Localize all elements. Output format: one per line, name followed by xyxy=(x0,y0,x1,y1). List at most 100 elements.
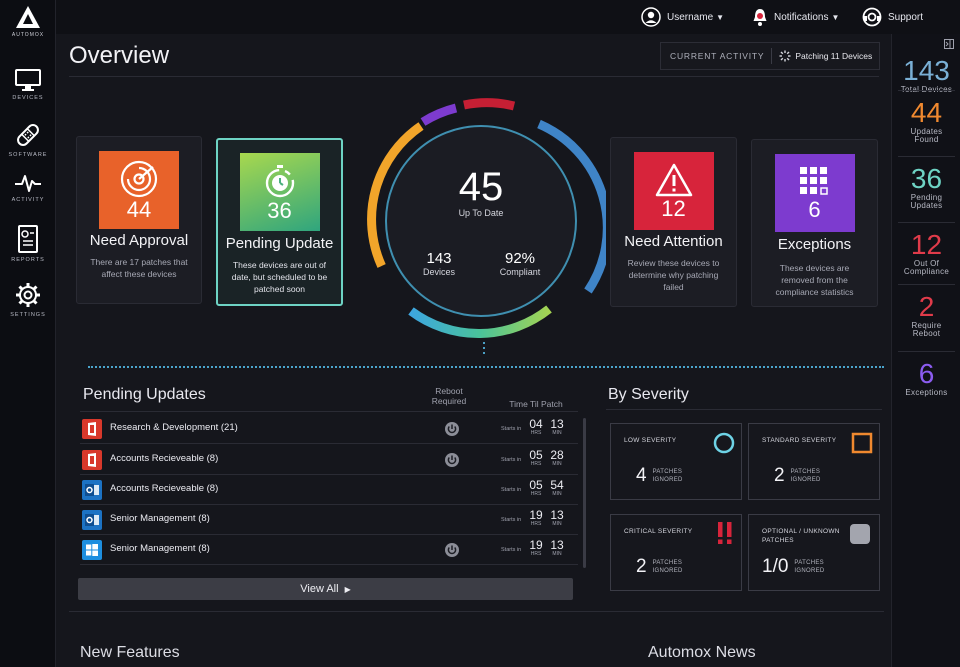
report-icon xyxy=(18,225,38,253)
bell-icon xyxy=(753,9,767,26)
severity-count: 2 xyxy=(774,465,785,486)
pending-update-row[interactable]: Research & Development (21) Starts in 04 HR… xyxy=(80,414,578,444)
nav-activity[interactable]: ACTIVITY xyxy=(0,172,56,203)
hours-value: 19 xyxy=(529,538,543,552)
pending-update-card[interactable]: 36 Pending Update These devices are out … xyxy=(216,138,343,306)
need-approval-card[interactable]: 44 Need Approval There are 17 patches th… xyxy=(76,136,202,304)
severity-header-divider xyxy=(606,409,882,410)
current-activity-label: CURRENT ACTIVITY xyxy=(670,51,765,61)
current-activity-box[interactable]: CURRENT ACTIVITY Patching 11 Devices xyxy=(660,42,880,70)
hours-value: 05 xyxy=(529,448,543,462)
reboot-required-header: Reboot Required xyxy=(431,386,467,406)
compliant-label: Compliant xyxy=(499,267,541,277)
bottom-divider xyxy=(69,611,884,612)
rail-stat[interactable]: 2 Require Reboot xyxy=(892,292,960,338)
minutes-unit: MIN xyxy=(552,521,562,527)
starts-in-label: Starts in xyxy=(501,517,522,523)
radar-icon xyxy=(120,160,158,198)
rail-stat-value: 12 xyxy=(910,229,943,260)
pending-update-count: 36 xyxy=(267,198,292,223)
need-attention-count: 12 xyxy=(661,196,686,221)
severity-sub-ignored: IGNORED xyxy=(652,476,683,483)
pending-scrollbar[interactable] xyxy=(583,418,586,568)
ring-segment-green[interactable] xyxy=(408,305,552,338)
pending-update-row[interactable]: Accounts Recieveable (8) Starts in 05 HRS 28… xyxy=(80,445,578,475)
devices-block: 143 Devices xyxy=(413,250,465,277)
current-activity-value: Patching 11 Devices xyxy=(795,51,873,61)
pending-update-tile: 36 xyxy=(239,153,320,231)
severity-subtext: PATCHES IGNORED xyxy=(791,468,821,484)
exceptions-card[interactable]: 6 Exceptions These devices are removed f… xyxy=(751,139,878,307)
pending-update-row[interactable]: Accounts Recieveable (8) Starts in 05 HRS 54… xyxy=(80,475,578,505)
notifications-menu[interactable]: Notifications ▼ xyxy=(752,7,839,27)
minutes-unit: MIN xyxy=(552,551,562,557)
ring-segment-orange[interactable] xyxy=(367,122,424,268)
logo-triangle-icon xyxy=(15,4,41,30)
ring-segment-red[interactable] xyxy=(463,98,516,111)
nav-settings[interactable]: SETTINGS xyxy=(0,281,56,318)
gear-icon xyxy=(16,283,40,307)
minutes-block: 54 MIN xyxy=(546,479,568,497)
section-dotted-divider xyxy=(88,366,884,368)
view-all-label: View All xyxy=(300,583,339,595)
need-attention-card[interactable]: 12 Need Attention Review these devices t… xyxy=(610,137,737,307)
severity-card[interactable]: STANDARD SEVERITY 2 PATCHES IGNORED xyxy=(748,423,880,500)
support-link[interactable]: Support xyxy=(862,7,923,27)
severity-card[interactable]: OPTIONAL / UNKNOWN PATCHES 1/0 PATCHES IGNO… xyxy=(748,514,880,591)
support-headset-icon xyxy=(862,7,882,27)
nav-software[interactable]: SOFTWARE xyxy=(0,121,56,158)
severity-sub-ignored: IGNORED xyxy=(794,567,825,574)
rail-stat-value: 6 xyxy=(918,358,935,389)
office-app-icon xyxy=(82,450,102,470)
need-approval-tile: 44 xyxy=(99,151,179,229)
severity-value-block: 1/0 PATCHES IGNORED xyxy=(762,557,825,576)
hours-block: 05 HRS xyxy=(525,479,547,497)
hours-value: 04 xyxy=(529,417,543,431)
severity-value-block: 4 PATCHES IGNORED xyxy=(636,466,683,485)
up-to-date-count: 45 xyxy=(458,165,504,209)
pending-row-name: Accounts Recieveable (8) xyxy=(110,483,219,494)
rail-stat[interactable]: 36 Pending Updates xyxy=(892,164,960,210)
user-menu[interactable]: Username ▼ xyxy=(641,7,724,27)
automox-logo[interactable]: AUTOMOX xyxy=(6,4,50,48)
chevron-down-icon: ▼ xyxy=(716,12,725,22)
nav-reports[interactable]: REPORTS xyxy=(0,224,56,263)
severity-card[interactable]: LOW SEVERITY 4 PATCHES IGNORED xyxy=(610,423,742,500)
outlook-app-icon xyxy=(82,510,102,530)
username-label: Username xyxy=(667,11,714,23)
rail-divider xyxy=(898,284,955,285)
rail-divider xyxy=(898,351,955,352)
severity-count: 4 xyxy=(636,465,647,486)
pending-update-row[interactable]: Senior Management (8) Starts in 19 HRS 13 MIN xyxy=(80,505,578,535)
rail-stat[interactable]: 44 Updates Found xyxy=(892,98,960,144)
severity-label: CRITICAL SEVERITY xyxy=(624,528,693,535)
minutes-block: 13 MIN xyxy=(546,509,568,527)
pending-update-row[interactable]: Senior Management (8) Starts in 19 HRS 13 MIN xyxy=(80,535,578,565)
need-attention-tile: 12 xyxy=(633,152,714,230)
need-approval-desc: There are 17 patches that affect these d… xyxy=(90,257,188,279)
severity-subtext: PATCHES IGNORED xyxy=(794,559,824,575)
rail-stat[interactable]: 143Total Devices xyxy=(892,56,960,94)
rail-stat[interactable]: 12 Out Of Compliance xyxy=(892,230,960,276)
square-icon xyxy=(851,432,873,459)
pending-updates-title: Pending Updates xyxy=(83,386,206,403)
ring-segment-blue[interactable] xyxy=(537,119,606,294)
hours-value: 19 xyxy=(529,508,543,522)
collapse-panel-icon[interactable] xyxy=(944,39,954,49)
hours-value: 05 xyxy=(529,478,543,492)
rounded-square-icon xyxy=(849,523,871,550)
rail-stat-value: 44 xyxy=(910,97,943,128)
exceptions-title: Exceptions xyxy=(777,236,852,253)
pending-header-divider xyxy=(80,411,578,412)
rail-stat[interactable]: 6 Exceptions xyxy=(892,359,960,397)
severity-card[interactable]: CRITICAL SEVERITY 2 PATCHES IGNORED xyxy=(610,514,742,591)
view-all-button[interactable]: View All ▶ xyxy=(78,578,573,600)
hours-unit: HRS xyxy=(530,551,542,557)
double-exclamation-icon xyxy=(714,521,736,550)
user-avatar-icon xyxy=(641,7,661,27)
ring-segment-purple[interactable] xyxy=(420,103,458,126)
hours-unit: HRS xyxy=(530,521,542,527)
nav-devices[interactable]: DEVICES xyxy=(0,68,56,101)
compliant-percent: 92% xyxy=(504,250,536,267)
